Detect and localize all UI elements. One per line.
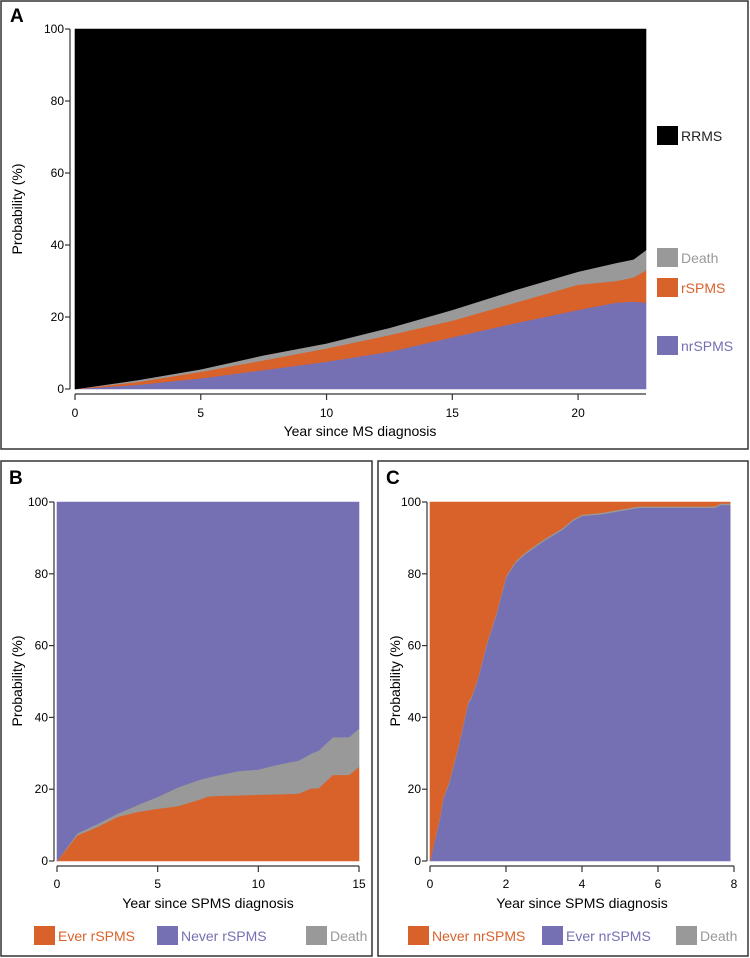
y-tick-label: 100 xyxy=(401,495,421,509)
y-tick-label: 0 xyxy=(414,854,421,868)
y-tick-label: 80 xyxy=(51,94,65,108)
y-tick-label: 80 xyxy=(35,567,49,581)
area-never-rspms xyxy=(56,501,360,862)
area-never-nrspms xyxy=(429,501,731,862)
x-axis-title: Year since SPMS diagnosis xyxy=(122,895,293,911)
y-tick-label: 20 xyxy=(408,782,422,796)
y-tick-label: 40 xyxy=(408,710,422,724)
x-tick-label: 8 xyxy=(731,877,738,891)
y-tick-label: 40 xyxy=(51,238,65,252)
legend-swatch xyxy=(676,926,697,945)
panel-a-frame xyxy=(0,0,749,450)
legend-label: Never rSPMS xyxy=(181,928,267,944)
x-tick-label: 0 xyxy=(427,877,434,891)
legend-label: nrSPMS xyxy=(681,338,733,354)
y-axis-title: Probability (%) xyxy=(9,163,25,254)
panel-label: C xyxy=(386,468,400,489)
area-rrms xyxy=(74,28,647,390)
legend-label: Ever nrSPMS xyxy=(566,928,651,944)
legend-swatch xyxy=(157,926,178,945)
panel-c-frame xyxy=(377,460,749,957)
y-tick-label: 60 xyxy=(408,639,422,653)
legend-label: Death xyxy=(700,928,737,944)
x-tick-label: 15 xyxy=(446,406,460,420)
legend-label: Never nrSPMS xyxy=(432,928,525,944)
panel-label: B xyxy=(9,468,23,489)
x-tick-label: 0 xyxy=(72,406,79,420)
y-tick-label: 60 xyxy=(35,639,49,653)
x-tick-label: 5 xyxy=(197,406,204,420)
legend-label: rSPMS xyxy=(681,280,725,296)
legend-swatch xyxy=(306,926,327,945)
y-tick-label: 60 xyxy=(51,166,65,180)
legend-label: Ever rSPMS xyxy=(58,928,135,944)
x-tick-label: 4 xyxy=(579,877,586,891)
legend-swatch xyxy=(657,336,678,355)
legend-swatch xyxy=(657,126,678,145)
panel-label: A xyxy=(10,6,24,27)
legend-label: Death xyxy=(330,928,367,944)
y-axis-title: Probability (%) xyxy=(387,635,403,726)
panel-b: 0 20 40 60 80 100 0 5 10 15 Year since SPMS diagno… xyxy=(9,468,367,945)
y-tick-label: 80 xyxy=(408,567,422,581)
legend-swatch xyxy=(34,926,55,945)
y-tick-label: 0 xyxy=(57,382,64,396)
x-axis-title: Year since MS diagnosis xyxy=(284,423,437,439)
y-tick-label: 100 xyxy=(28,495,48,509)
x-axis-title: Year since SPMS diagnosis xyxy=(496,895,667,911)
legend-swatch xyxy=(657,278,678,297)
y-tick-label: 20 xyxy=(35,782,49,796)
y-tick-label: 40 xyxy=(35,710,49,724)
legend-swatch xyxy=(542,926,563,945)
x-tick-label: 6 xyxy=(655,877,662,891)
x-tick-label: 5 xyxy=(154,877,161,891)
legend-label: RRMS xyxy=(681,128,722,144)
legend-swatch xyxy=(408,926,429,945)
x-tick-label: 10 xyxy=(252,877,266,891)
y-tick-label: 20 xyxy=(51,310,65,324)
panel-c: 0 20 40 60 80 100 0 2 4 6 8 Year since SPMS diagnos… xyxy=(386,468,738,945)
x-tick-label: 0 xyxy=(54,877,61,891)
panel-a: 0 20 40 60 80 100 0 5 10 15 20 Year since MS diagno… xyxy=(9,6,733,439)
y-tick-label: 100 xyxy=(44,22,64,36)
panel-b-frame xyxy=(0,460,373,957)
legend-label: Death xyxy=(681,250,718,266)
x-tick-label: 2 xyxy=(503,877,510,891)
y-tick-label: 0 xyxy=(41,854,48,868)
y-axis-title: Probability (%) xyxy=(9,635,25,726)
x-tick-label: 10 xyxy=(320,406,334,420)
x-tick-label: 20 xyxy=(571,406,585,420)
x-tick-label: 15 xyxy=(352,877,366,891)
legend-swatch xyxy=(657,248,678,267)
